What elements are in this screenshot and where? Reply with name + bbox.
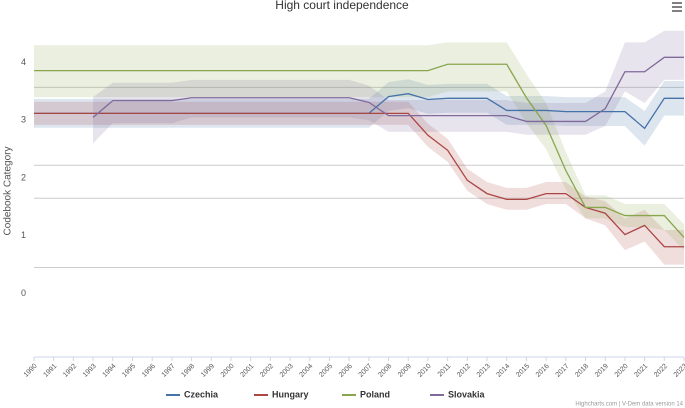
y-tick-label: 4: [21, 57, 26, 67]
x-tick-label: 2012: [456, 363, 472, 379]
x-tick-label: 1996: [141, 363, 157, 379]
chart-title: High court independence: [275, 0, 409, 12]
y-tick-label: 3: [21, 115, 26, 125]
x-tick-label: 1990: [23, 363, 39, 379]
x-tick-label: 1995: [121, 363, 137, 379]
x-tick-label: 2011: [437, 363, 453, 379]
x-tick-label: 2003: [279, 363, 295, 379]
series-line: [34, 63, 685, 238]
x-tick-label: 2021: [633, 363, 649, 379]
x-tick-label: 2016: [535, 363, 551, 379]
x-tick-label: 1993: [82, 363, 98, 379]
menu-icon[interactable]: [672, 2, 682, 12]
x-tick-label: 2010: [417, 363, 433, 379]
confidence-band: [34, 101, 684, 265]
x-tick-label: 2014: [495, 363, 511, 379]
x-tick-label: 1999: [200, 363, 216, 379]
x-tick-label: 2009: [397, 363, 413, 379]
x-tick-label: 2013: [476, 363, 492, 379]
confidence-band: [34, 42, 684, 251]
x-tick-label: 2001: [239, 363, 255, 379]
x-tick-label: 2007: [358, 363, 374, 379]
credits: Highcharts.com | V-Dem data version 14: [575, 402, 683, 408]
confidence-band: [34, 79, 684, 146]
y-tick-label: 0: [21, 288, 26, 298]
x-tick-label: 1994: [102, 363, 118, 379]
x-tick-label: 2008: [377, 363, 393, 379]
legend-label: Poland: [360, 389, 390, 399]
x-tick-label: 2002: [259, 363, 275, 379]
legend-label: Czechia: [184, 389, 219, 399]
x-tick-label: 2005: [318, 363, 334, 379]
x-tick-label: 2018: [574, 363, 590, 379]
x-tick-label: 2004: [299, 363, 315, 379]
x-tick-label: 2017: [555, 363, 571, 379]
x-tick-label: 2020: [614, 363, 630, 379]
legend-label: Hungary: [272, 389, 309, 399]
series-line: [92, 56, 684, 123]
x-tick-label: 1997: [161, 363, 177, 379]
x-tick-label: 1992: [62, 363, 78, 379]
x-tick-label: 2006: [338, 363, 354, 379]
x-tick-label: 1998: [180, 363, 196, 379]
x-tick-label: 2015: [515, 363, 531, 379]
x-tick-label: 2000: [220, 363, 236, 379]
x-tick-label: 2019: [594, 363, 610, 379]
x-tick-label: 1991: [42, 363, 58, 379]
y-tick-label: 1: [21, 230, 26, 240]
x-tick-label: 2022: [653, 363, 669, 379]
x-tick-label: 2023: [673, 363, 685, 379]
series-line: [34, 112, 684, 248]
confidence-band: [93, 30, 684, 144]
y-tick-label: 2: [21, 172, 26, 182]
legend-label: Slovakia: [448, 389, 486, 399]
y-axis-label: Codebook Category: [3, 147, 14, 236]
